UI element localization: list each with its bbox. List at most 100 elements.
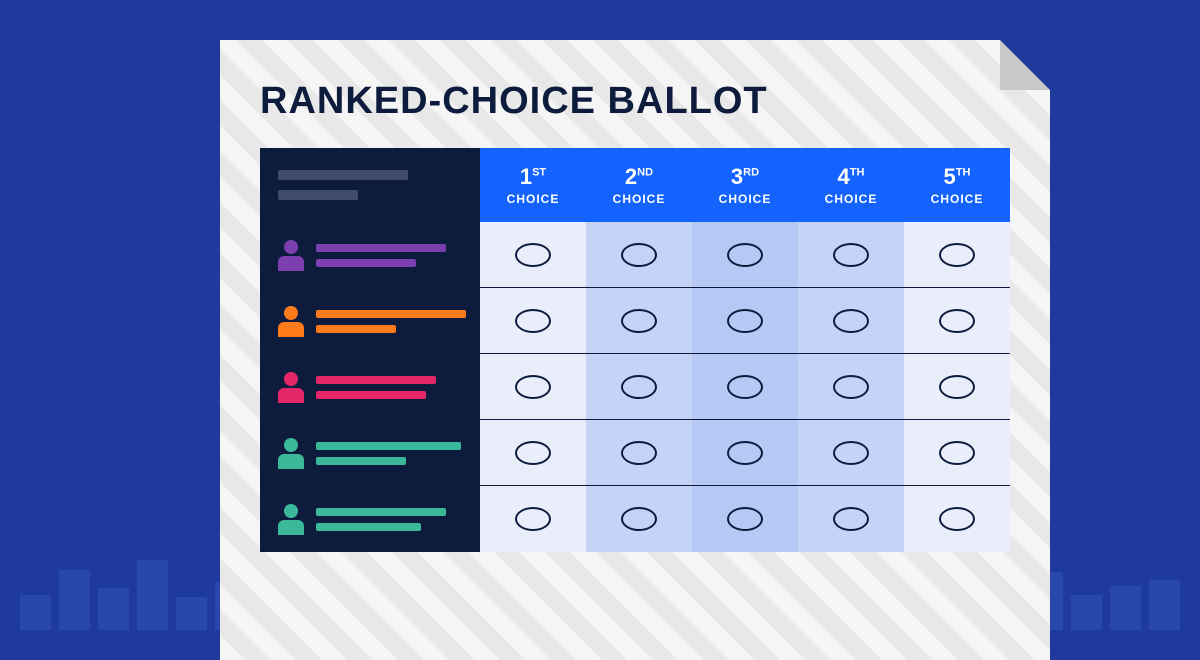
choice-header: 3RD CHOICE (692, 148, 798, 222)
choice-cells (480, 222, 1010, 288)
ballot-bubble-cell[interactable] (480, 486, 586, 552)
choice-header: 4TH CHOICE (798, 148, 904, 222)
candidate-cell (260, 354, 480, 420)
bg-bar (59, 570, 90, 630)
bg-bar (176, 597, 207, 630)
ballot-oval (939, 375, 975, 399)
candidate-row (260, 354, 1010, 420)
ballot-oval (727, 309, 763, 333)
placeholder-line (316, 457, 406, 465)
ballot-bubble-cell[interactable] (692, 420, 798, 486)
ballot-bubble-cell[interactable] (480, 222, 586, 288)
placeholder-line (278, 170, 408, 180)
ballot-bubble-cell[interactable] (798, 354, 904, 420)
placeholder-line (316, 391, 426, 399)
ballot-bubble-cell[interactable] (904, 486, 1010, 552)
candidate-cell (260, 486, 480, 552)
ballot-oval (939, 507, 975, 531)
ballot-title: RANKED-CHOICE BALLOT (260, 80, 1010, 123)
placeholder-line (316, 310, 466, 318)
ballot-oval (833, 375, 869, 399)
ballot-bubble-cell[interactable] (586, 354, 692, 420)
ballot-oval (833, 507, 869, 531)
ballot-bubble-cell[interactable] (798, 420, 904, 486)
choice-number: 4TH (798, 164, 904, 190)
choice-cells (480, 288, 1010, 354)
ballot-bubble-cell[interactable] (904, 354, 1010, 420)
ballot-oval (515, 441, 551, 465)
ballot-bubble-cell[interactable] (480, 420, 586, 486)
candidate-row (260, 288, 1010, 354)
placeholder-line (316, 244, 446, 252)
choice-cells (480, 354, 1010, 420)
ballot-bubble-cell[interactable] (586, 222, 692, 288)
person-icon (278, 240, 304, 270)
ballot-bubble-cell[interactable] (904, 288, 1010, 354)
bg-bar (20, 595, 51, 630)
ballot-bubble-cell[interactable] (692, 222, 798, 288)
ballot-oval (727, 243, 763, 267)
ballot-bubble-cell[interactable] (586, 288, 692, 354)
person-icon (278, 306, 304, 336)
ballot-oval (621, 243, 657, 267)
choice-header: 5THCHOICE (904, 148, 1010, 222)
ballot-oval (515, 507, 551, 531)
ballot-bubble-cell[interactable] (798, 288, 904, 354)
ballot-oval (621, 441, 657, 465)
candidate-cell (260, 222, 480, 288)
choice-label: CHOICE (480, 192, 586, 206)
candidate-row (260, 486, 1010, 552)
ballot-bubble-cell[interactable] (692, 288, 798, 354)
choice-cells (480, 420, 1010, 486)
bg-bar (1071, 595, 1102, 630)
ballot-oval (515, 375, 551, 399)
ballot-oval (939, 243, 975, 267)
person-icon (278, 438, 304, 468)
ballot-bubble-cell[interactable] (798, 222, 904, 288)
ballot-bubble-cell[interactable] (480, 354, 586, 420)
header-left-block (260, 148, 480, 222)
choice-label: CHOICE (904, 192, 1010, 206)
placeholder-line (316, 325, 396, 333)
ballot-oval (833, 441, 869, 465)
ballot-oval (833, 309, 869, 333)
ballot-oval (939, 441, 975, 465)
choice-label: CHOICE (586, 192, 692, 206)
ballot-bubble-cell[interactable] (586, 420, 692, 486)
choice-label: CHOICE (798, 192, 904, 206)
bg-bar (137, 560, 168, 630)
person-icon (278, 372, 304, 402)
candidate-name-placeholder (316, 244, 462, 267)
choice-cells (480, 486, 1010, 552)
ballot-oval (727, 507, 763, 531)
bg-bar (1110, 586, 1141, 630)
candidate-name-placeholder (316, 508, 462, 531)
ballot-paper: RANKED-CHOICE BALLOT 1STCHOICE2NDCHOICE3… (220, 40, 1050, 660)
ballot-grid: 1STCHOICE2NDCHOICE3RDCHOICE4THCHOICE5THC… (260, 148, 1010, 552)
ballot-bubble-cell[interactable] (692, 486, 798, 552)
candidate-cell (260, 420, 480, 486)
choice-number: 3RD (692, 164, 798, 190)
ballot-oval (727, 375, 763, 399)
placeholder-line (316, 442, 461, 450)
ballot-bubble-cell[interactable] (586, 486, 692, 552)
ballot-oval (621, 309, 657, 333)
ballot-bubble-cell[interactable] (904, 222, 1010, 288)
ballot-oval (621, 375, 657, 399)
paper-fold-corner (1000, 40, 1050, 90)
ballot-bubble-cell[interactable] (480, 288, 586, 354)
ballot-oval (515, 309, 551, 333)
choice-label: CHOICE (692, 192, 798, 206)
ballot-oval (939, 309, 975, 333)
ballot-bubble-cell[interactable] (798, 486, 904, 552)
ballot-bubble-cell[interactable] (904, 420, 1010, 486)
placeholder-line (316, 376, 436, 384)
choice-header: 2NDCHOICE (586, 148, 692, 222)
choice-number: 1ST (480, 164, 586, 190)
ballot-bubble-cell[interactable] (692, 354, 798, 420)
placeholder-line (316, 523, 421, 531)
choice-header: 1ST CHOICE (480, 148, 586, 222)
person-icon (278, 504, 304, 534)
candidate-name-placeholder (316, 376, 462, 399)
ballot-oval (833, 243, 869, 267)
